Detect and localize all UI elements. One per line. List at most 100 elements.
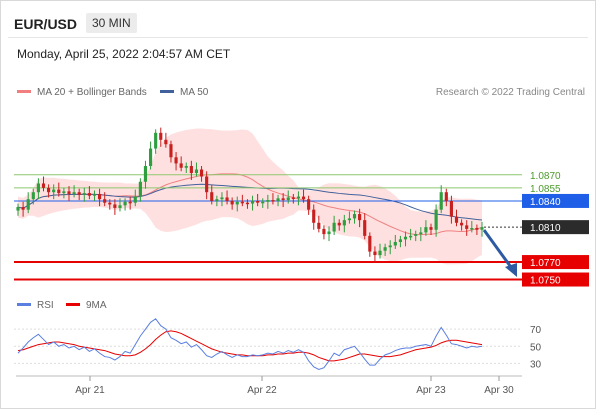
candle-body [16, 207, 20, 211]
candle-body [138, 181, 142, 197]
rsi-legend-swatch [17, 303, 31, 306]
timeframe-badge[interactable]: 30 MIN [86, 13, 137, 33]
candle-body [286, 197, 290, 201]
candle-body [439, 192, 443, 210]
candle-body [342, 220, 346, 226]
candle-body [250, 200, 255, 204]
timestamp: Monday, April 25, 2022 2:04:57 AM CET [17, 47, 231, 61]
candle-body [98, 193, 102, 200]
candle-body [215, 199, 219, 201]
candle-body [434, 209, 438, 230]
candle-body [159, 132, 163, 140]
candle-body [470, 228, 474, 230]
ma9-legend-swatch [66, 303, 80, 306]
candle-body [113, 204, 117, 208]
candle-body [123, 201, 127, 206]
candle-body [194, 169, 199, 174]
candle-body [266, 200, 270, 202]
ma20-legend-swatch [17, 90, 31, 93]
candle-body [261, 201, 265, 204]
candle-body [82, 193, 86, 195]
x-tick-label: Apr 30 [484, 385, 514, 396]
candle-body [143, 166, 148, 182]
candle-body [419, 232, 423, 235]
candle-body [164, 139, 168, 145]
candle-body [424, 227, 428, 233]
level-1-0840-label: 1.0840 [530, 197, 561, 208]
candle-body [154, 132, 158, 149]
candle-body [118, 205, 122, 208]
candle-body [281, 198, 285, 201]
price-levels: 1.0870 1.0855 1.0840 1.0810 1.0770 1.0750 [14, 171, 589, 287]
candle-body [87, 193, 91, 196]
rsi-legend-label: RSI [37, 300, 54, 311]
candle-body [276, 198, 280, 201]
candle-body [312, 209, 316, 223]
x-tick-label: Apr 23 [416, 385, 446, 396]
candle-body [57, 189, 61, 194]
rsi-line [17, 318, 483, 370]
research-credit: Research © 2022 Trading Central [436, 87, 585, 98]
forecast-arrowhead [505, 263, 517, 277]
candle-body [103, 199, 107, 203]
candle-body [67, 191, 71, 194]
x-axis: Apr 21 Apr 22 Apr 23 Apr 30 [75, 376, 514, 396]
candle-body [383, 247, 387, 251]
candle-body [291, 197, 295, 199]
candle-body [47, 187, 51, 193]
candle-body [148, 148, 153, 167]
level-1-0770-tag [522, 255, 589, 270]
candle-body [465, 225, 469, 229]
ma50-legend-swatch [160, 90, 174, 93]
candle-body [363, 220, 367, 236]
candle-body [41, 183, 46, 188]
level-1-0840-tag [522, 193, 589, 208]
ma50-legend-label: MA 50 [180, 87, 209, 98]
level-1-0810-label: 1.0810 [530, 223, 561, 234]
candle-body [62, 191, 66, 194]
bollinger-bands [18, 128, 482, 265]
candle-body [358, 214, 362, 221]
candle-body [240, 201, 244, 204]
candle-body [179, 163, 183, 168]
level-1-0750-label: 1.0750 [530, 276, 561, 287]
candle-body [169, 144, 173, 158]
candle-body [296, 196, 301, 199]
candle-body [398, 239, 402, 242]
main-legend: MA 20 + Bollinger Bands MA 50 Research ©… [17, 87, 585, 98]
rsi-tick-50: 50 [530, 342, 542, 353]
candle-body [21, 207, 25, 210]
candle-body [210, 192, 214, 201]
candle-body [444, 192, 448, 201]
candle-body [449, 200, 453, 217]
candle-body [235, 201, 239, 205]
candle-body [271, 200, 275, 202]
level-1-0750-tag [522, 272, 589, 287]
candle-body [327, 231, 331, 235]
candle-body [245, 202, 250, 205]
rsi-panel: 70 50 30 [14, 318, 542, 370]
ma20-legend-label: MA 20 + Bollinger Bands [37, 87, 147, 98]
candle-body [256, 200, 260, 203]
x-tick-label: Apr 22 [247, 385, 277, 396]
candle-body [184, 166, 188, 168]
candle-body [403, 236, 408, 240]
candle-body [373, 251, 377, 256]
candle-body [189, 166, 193, 174]
candle-body [133, 196, 137, 203]
header-divider [8, 37, 588, 38]
candle-body [230, 200, 234, 205]
candle-body [388, 245, 392, 248]
candle-body [92, 193, 97, 196]
rsi-tick-30: 30 [530, 359, 542, 370]
candle-body [205, 176, 209, 193]
candle-body [409, 235, 413, 238]
level-1-0810-tag [522, 220, 589, 235]
candle-body [199, 169, 204, 177]
candle-body [352, 214, 357, 219]
forecast-arrow-shaft [482, 229, 515, 271]
candle-body [332, 222, 336, 232]
candle-body [52, 189, 56, 193]
candle-body [77, 192, 81, 195]
